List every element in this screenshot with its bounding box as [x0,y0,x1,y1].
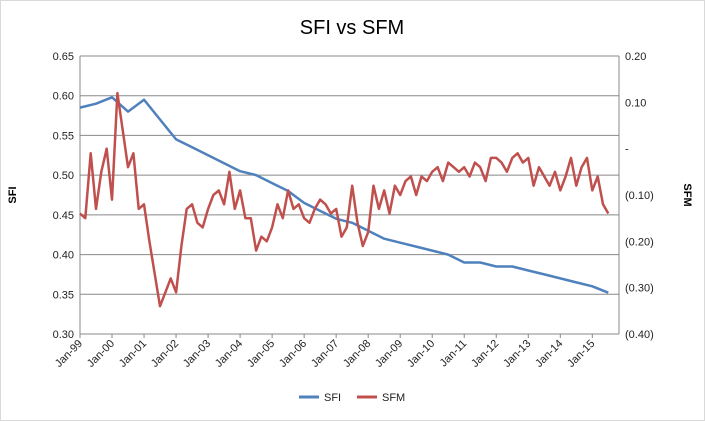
x-tick-label: Jan-10 [405,338,437,370]
gridlines [79,55,620,335]
x-tick-label: Jan-00 [85,338,117,370]
x-tick-label: Jan-13 [501,338,533,370]
x-tick-label: Jan-11 [438,338,470,370]
y-axis-right-label: SFM [681,183,693,206]
y-right-tick-label: (0.30) [625,283,654,295]
y-left-tick-label: 0.45 [53,210,74,222]
x-tick-label: Jan-07 [309,338,341,370]
y-left-tick-label: 0.55 [53,130,74,142]
legend-label-sfi: SFI [324,392,341,404]
x-axis-ticks: Jan-99 Jan-00 Jan-01 Jan-02 Jan-03 Jan-04 Jan-… [53,334,597,370]
y-left-tick-label: 0.30 [53,329,74,341]
x-tick-label: Jan-03 [181,338,213,370]
y-axis-left-ticks: 0.30 0.35 0.40 0.45 0.50 0.55 0.60 0.65 [53,51,74,341]
series-line-sfi [79,96,609,294]
y-left-tick-label: 0.40 [53,250,74,262]
y-right-tick-label: (0.40) [625,329,654,341]
y-right-tick-label: 0.20 [625,51,646,63]
x-tick-label: Jan-05 [245,338,277,370]
y-right-tick-label: (0.10) [625,190,654,202]
y-left-tick-label: 0.50 [53,170,74,182]
x-tick-label: Jan-01 [117,338,149,370]
x-tick-label: Jan-14 [533,338,565,370]
y-left-tick-label: 0.65 [53,51,74,63]
y-axis-left-label: SFI [7,186,19,203]
y-right-tick-label: 0.10 [625,97,646,109]
y-right-tick-label: - [625,144,629,156]
y-right-tick-label: (0.20) [625,236,654,248]
y-axis-right-ticks: (0.40) (0.30) (0.20) (0.10) - 0.10 0.20 [625,51,654,341]
x-tick-label: Jan-12 [469,338,501,370]
legend-label-sfm: SFM [382,392,405,404]
x-tick-label: Jan-06 [277,338,309,370]
y-left-tick-label: 0.60 [53,91,74,103]
legend: SFI SFM [299,392,405,404]
x-tick-label: Jan-09 [373,338,405,370]
y-left-tick-label: 0.35 [53,289,74,301]
x-tick-label: Jan-99 [53,338,85,370]
series-group [79,91,610,308]
x-tick-label: Jan-15 [565,338,597,370]
x-tick-label: Jan-02 [149,338,181,370]
x-tick-label: Jan-08 [341,338,373,370]
chart-title: SFI vs SFM [300,17,404,39]
x-tick-label: Jan-04 [213,338,245,370]
series-line-sfm [79,91,610,308]
